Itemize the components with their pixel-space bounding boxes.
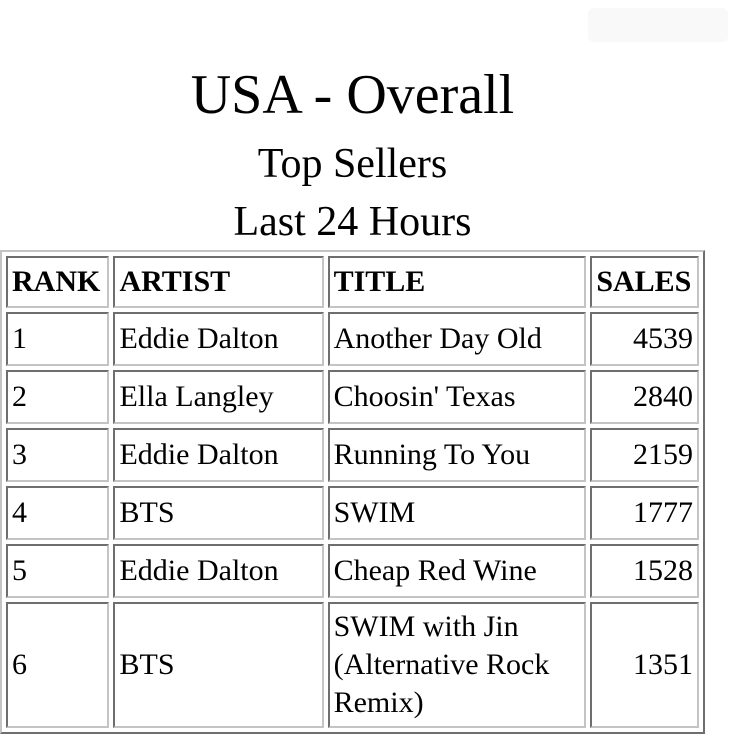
column-header-title: TITLE [327, 256, 587, 308]
table-row: 1 Eddie Dalton Another Day Old 4539 [6, 312, 699, 366]
title-cell: Cheap Red Wine [327, 544, 587, 598]
rank-cell: 3 [6, 428, 110, 482]
sales-cell: 1528 [590, 544, 699, 598]
column-header-rank: RANK [6, 256, 110, 308]
title-cell: Running To You [327, 428, 587, 482]
rank-cell: 1 [6, 312, 110, 366]
page-title: USA - Overall [190, 64, 515, 126]
artist-cell: Eddie Dalton [113, 544, 324, 598]
rank-cell: 5 [6, 544, 110, 598]
column-header-sales: SALES [590, 256, 699, 308]
page-subtitle: Top Sellers [257, 141, 448, 187]
artist-cell: Eddie Dalton [113, 312, 324, 366]
artist-cell: BTS [113, 486, 324, 540]
title-cell: Choosin' Texas [327, 370, 587, 424]
sales-cell: 4539 [590, 312, 699, 366]
table-row: 4 BTS SWIM 1777 [6, 486, 699, 540]
table-row: 5 Eddie Dalton Cheap Red Wine 1528 [6, 544, 699, 598]
table-row: 3 Eddie Dalton Running To You 2159 [6, 428, 699, 482]
sales-cell: 2840 [590, 370, 699, 424]
rank-cell: 4 [6, 486, 110, 540]
title-cell: SWIM [327, 486, 587, 540]
faint-watermark [588, 8, 728, 42]
table-row: 6 BTS SWIM with Jin (Alternative Rock Re… [6, 602, 699, 728]
column-header-artist: ARTIST [113, 256, 324, 308]
table-header-row: RANK ARTIST TITLE SALES [6, 256, 699, 308]
artist-cell: BTS [113, 602, 324, 728]
rank-cell: 2 [6, 370, 110, 424]
sales-cell: 1351 [590, 602, 699, 728]
time-period: Last 24 Hours [233, 199, 472, 245]
table-row: 2 Ella Langley Choosin' Texas 2840 [6, 370, 699, 424]
artist-cell: Ella Langley [113, 370, 324, 424]
rank-cell: 6 [6, 602, 110, 728]
title-cell: SWIM with Jin (Alternative Rock Remix) [327, 602, 587, 728]
artist-cell: Eddie Dalton [113, 428, 324, 482]
sales-cell: 1777 [590, 486, 699, 540]
title-cell: Another Day Old [327, 312, 587, 366]
sales-cell: 2159 [590, 428, 699, 482]
top-sellers-table: RANK ARTIST TITLE SALES 1 Eddie Dalton A… [0, 250, 705, 734]
